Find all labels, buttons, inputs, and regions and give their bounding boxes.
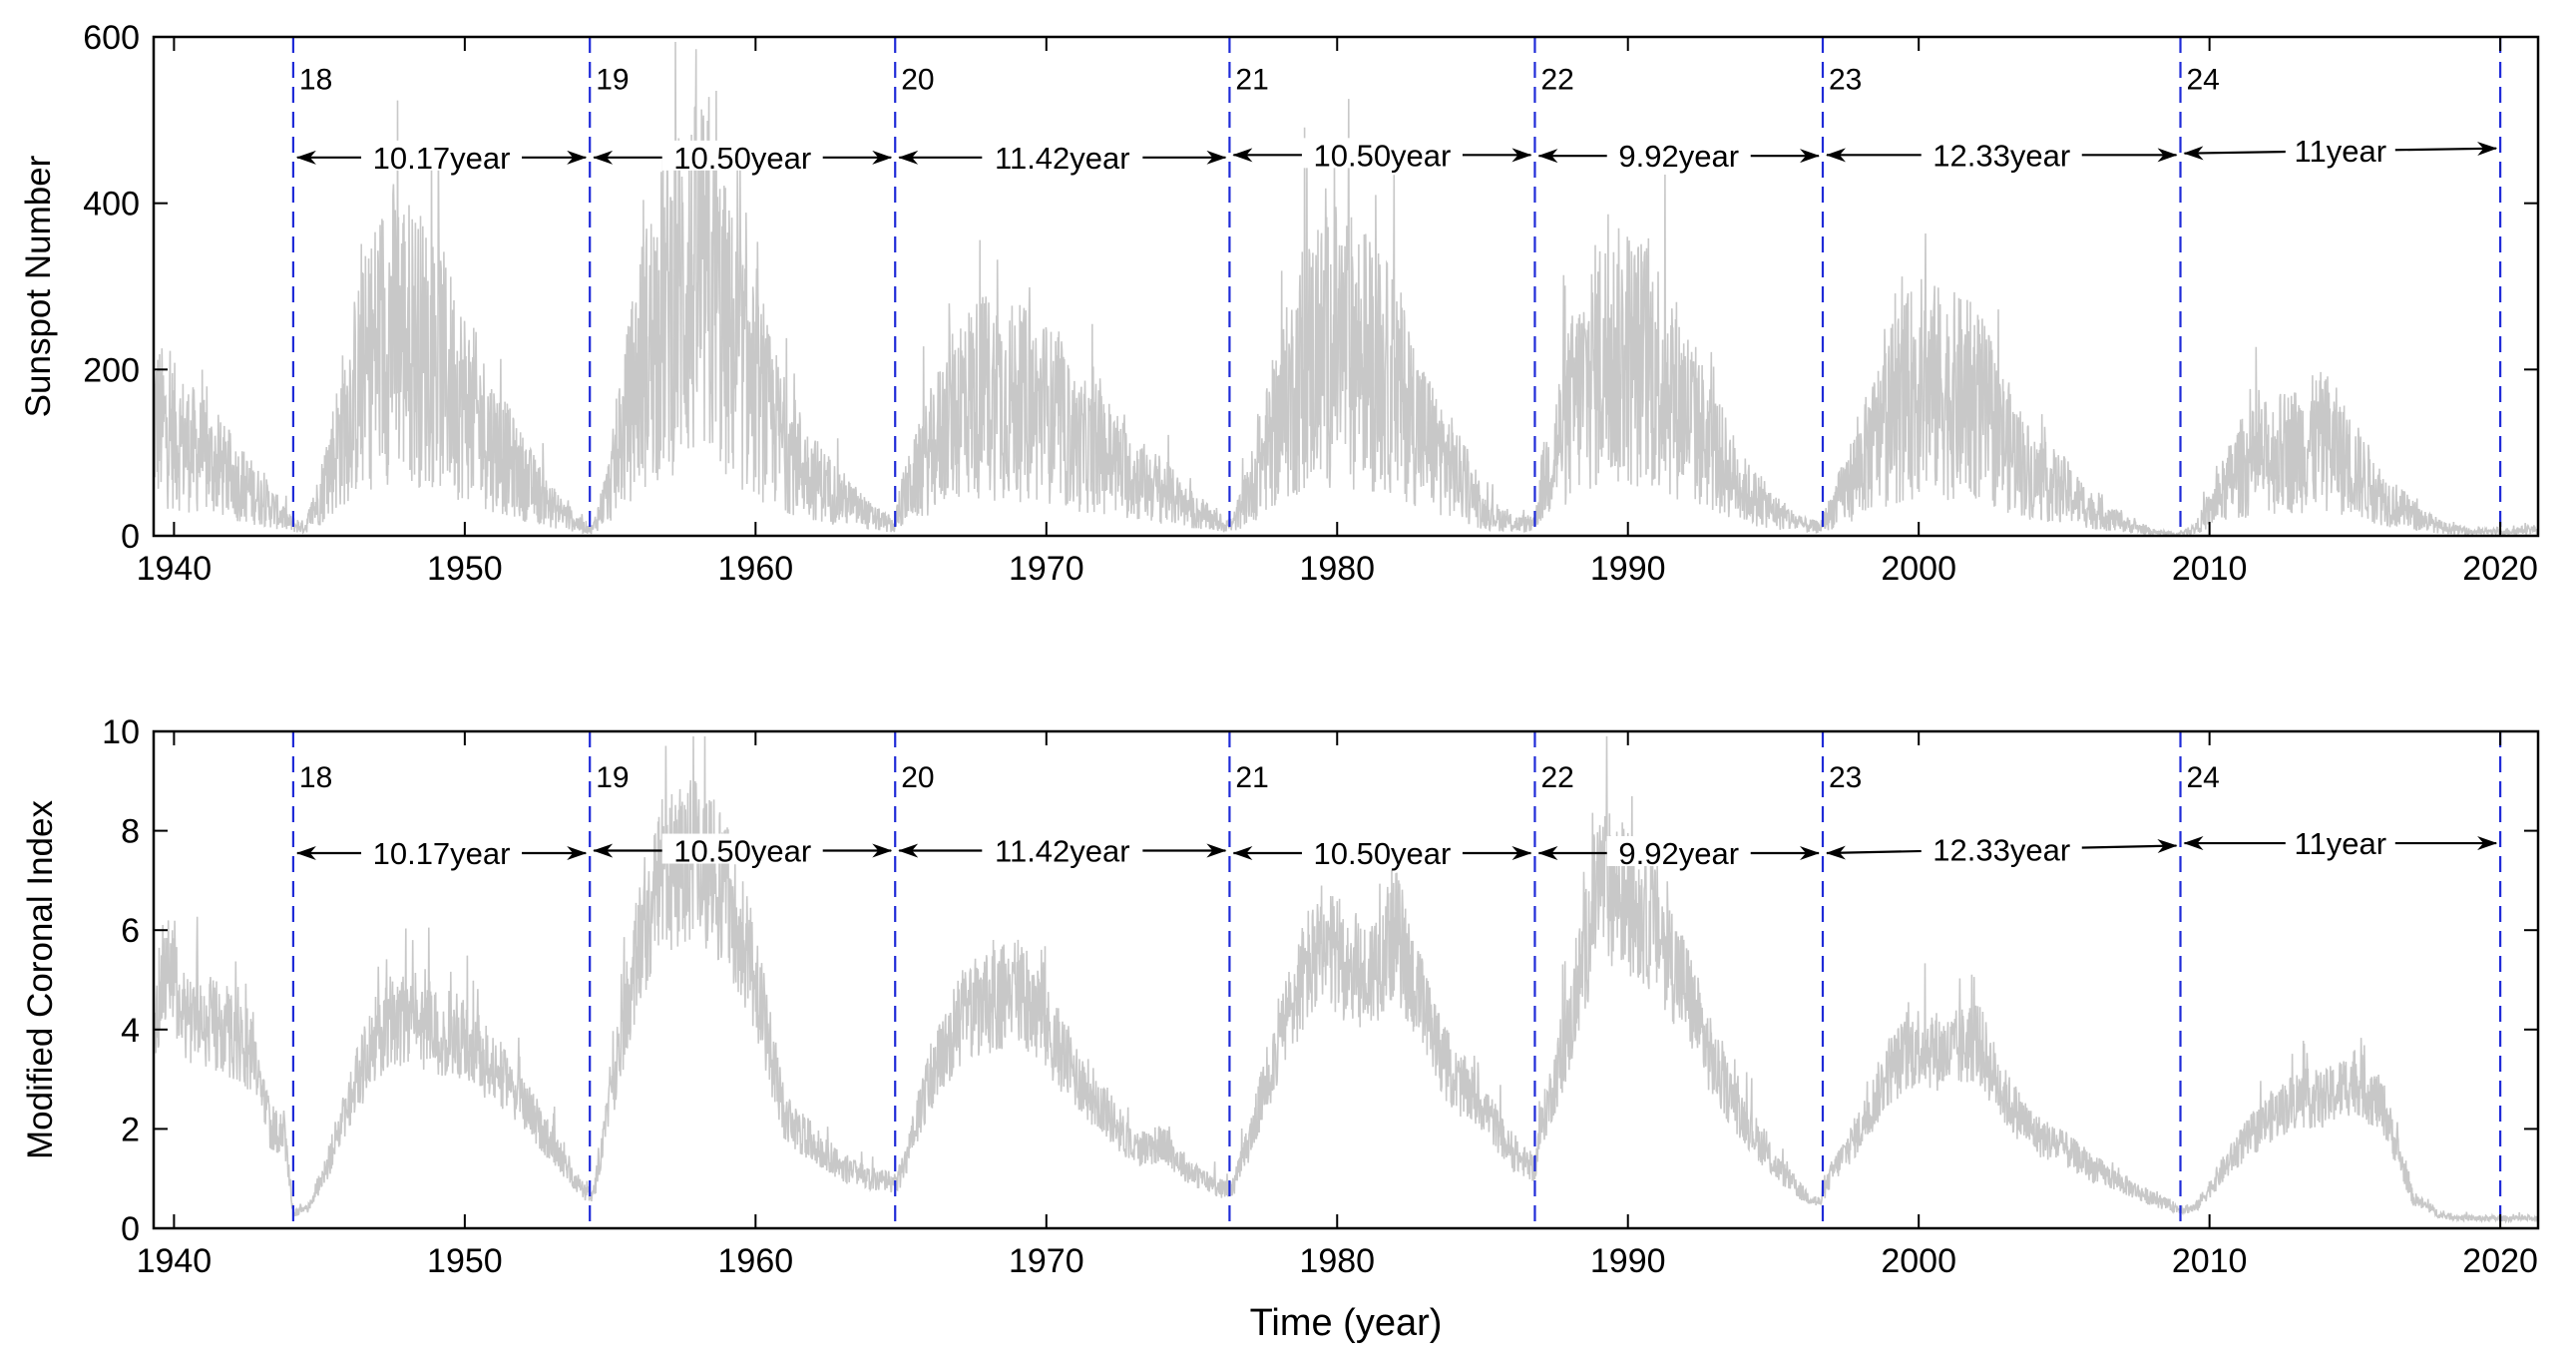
cycle-period-label: 10.50year (1313, 836, 1451, 871)
x-tick-label: 1990 (1590, 550, 1666, 588)
coronal-plot-frame (152, 729, 2540, 1230)
cycle-period-label: 10.17year (373, 141, 511, 176)
cycle-period-label: 12.33year (1932, 138, 2070, 173)
period-label-backdrop (1921, 832, 2082, 863)
coronal-cycles-layer: 18 19 20 21 22 23 24 10.17year 10.50year 11.42yea… (291, 731, 2502, 1228)
sunspot-plot-frame (152, 35, 2540, 538)
period-label-backdrop (982, 140, 1143, 171)
cycle-period-label: 11.42year (995, 834, 1130, 869)
cycle-number-label: 18 (299, 64, 332, 97)
x-tick-label: 2000 (1881, 550, 1956, 588)
x-tick-label: 1970 (1009, 1242, 1084, 1280)
cycle-number-label: 22 (1540, 64, 1573, 97)
sunspot-series-line (154, 41, 2538, 536)
y-tick-label: 200 (83, 351, 140, 389)
cycle-period-label: 11year (2295, 826, 2387, 861)
cycle-number-label: 20 (901, 761, 934, 794)
coronal-series-layer (154, 735, 2538, 1224)
cycle-number-label: 24 (2187, 64, 2220, 97)
cycle-period-label: 10.50year (673, 141, 811, 176)
cycle-number-label: 23 (1829, 761, 1862, 794)
y-tick-label: 400 (83, 186, 140, 224)
period-label-backdrop (982, 833, 1143, 864)
x-tick-label: 1990 (1590, 1242, 1666, 1280)
coronal-ticks-layer: 1940 1950 1960 1970 1980 1990 2000 2010 20200246… (102, 713, 2538, 1280)
sunspot-ticks-layer: 1940 1950 1960 1970 1980 1990 2000 2010 2020 0 200… (83, 19, 2538, 588)
x-tick-label: 1950 (427, 550, 503, 588)
x-tick-label: 1960 (718, 550, 794, 588)
x-tick-label: 1980 (1299, 550, 1375, 588)
cycle-period-label: 9.92year (1618, 139, 1739, 174)
x-tick-label: 2010 (2172, 550, 2248, 588)
period-label-backdrop (361, 836, 523, 867)
x-tick-label: 1980 (1299, 1242, 1375, 1280)
cycle-number-label: 18 (299, 761, 332, 794)
period-label-backdrop (1921, 138, 2082, 169)
cycle-number-label: 23 (1829, 64, 1862, 97)
period-label-backdrop (661, 140, 823, 171)
cycle-period-label: 9.92year (1618, 836, 1739, 871)
x-tick-label: 2010 (2172, 1242, 2248, 1280)
period-label-backdrop (2285, 134, 2395, 165)
x-tick-label: 2000 (1881, 1242, 1956, 1280)
period-label-backdrop (661, 833, 823, 864)
cycle-number-label: 22 (1540, 761, 1573, 794)
x-tick-label: 1960 (718, 1242, 794, 1280)
period-label-backdrop (1301, 138, 1463, 169)
coronal-series-line (154, 735, 2538, 1224)
y-tick-label: 2 (121, 1111, 140, 1148)
sunspot-series-layer (154, 41, 2538, 536)
y-tick-label: 8 (121, 813, 140, 851)
x-tick-label: 1940 (137, 1242, 213, 1280)
y-tick-label: 0 (121, 518, 140, 556)
cycle-number-label: 24 (2187, 761, 2220, 794)
x-axis-label: Time (year) (1250, 1302, 1443, 1344)
cycle-number-label: 21 (1235, 761, 1268, 794)
period-label-backdrop (1606, 836, 1751, 867)
cycle-number-label: 19 (596, 64, 629, 97)
y-tick-label: 10 (102, 713, 140, 751)
panel-sunspot: 18 19 20 21 22 23 24 10.17year 10.50year 11.42yea… (19, 19, 2540, 588)
sunspot-y-axis-label: Sunspot Number (19, 155, 58, 417)
cycle-number-label: 19 (596, 761, 629, 794)
cycle-period-label: 10.50year (673, 834, 811, 869)
x-tick-label: 1940 (137, 550, 213, 588)
y-tick-label: 6 (121, 912, 140, 950)
cycle-number-label: 20 (901, 64, 934, 97)
cycle-period-label: 12.33year (1932, 832, 2070, 867)
cycle-period-label: 10.50year (1313, 138, 1451, 173)
cycle-period-label: 11.42year (995, 141, 1130, 176)
cycle-period-label: 10.17year (373, 836, 511, 871)
period-label-backdrop (2285, 826, 2395, 857)
x-tick-label: 1970 (1009, 550, 1084, 588)
y-tick-label: 0 (121, 1210, 140, 1248)
period-label-backdrop (361, 140, 523, 171)
cycle-number-label: 21 (1235, 64, 1268, 97)
x-tick-label: 2020 (2462, 1242, 2538, 1280)
period-label-backdrop (1606, 139, 1751, 170)
x-tick-label: 1950 (427, 1242, 503, 1280)
y-tick-label: 4 (121, 1012, 140, 1050)
y-tick-label: 600 (83, 19, 140, 57)
sunspot-cycles-layer: 18 19 20 21 22 23 24 10.17year 10.50year 11.42yea… (291, 37, 2502, 536)
cycle-period-label: 11year (2295, 134, 2387, 169)
period-label-backdrop (1301, 836, 1463, 867)
x-tick-label: 2020 (2462, 550, 2538, 588)
coronal-y-axis-label: Modified Coronal Index (21, 800, 60, 1159)
